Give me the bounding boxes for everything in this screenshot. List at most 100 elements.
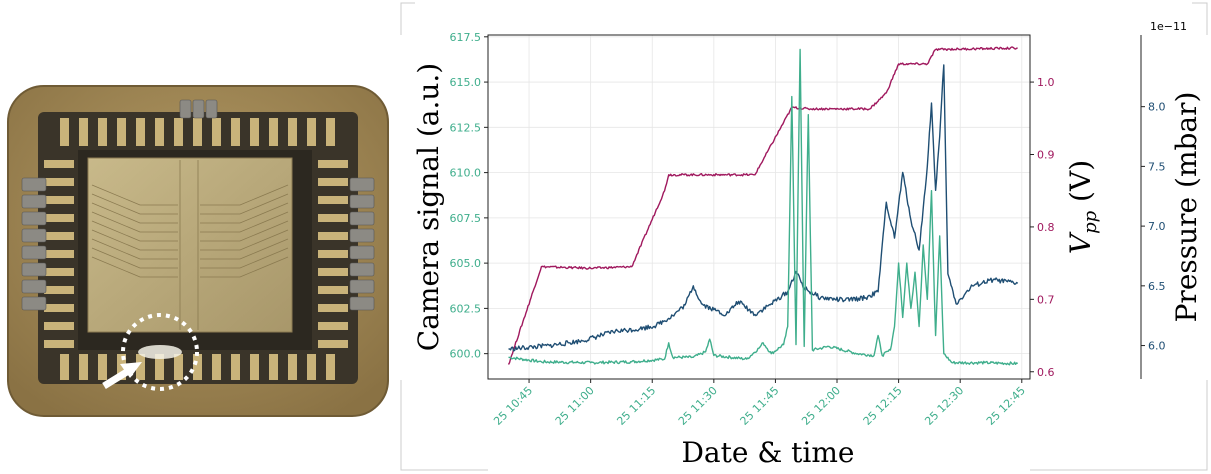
camera-tick-label: 610.0 <box>450 167 482 180</box>
vpp-tick-label: 1.0 <box>1037 76 1055 89</box>
time-tick-label: 25 10:45 <box>491 384 535 428</box>
electrode-trace <box>200 184 289 206</box>
vpp-tick-label: 0.6 <box>1037 366 1055 379</box>
vpp-tick-label: 0.9 <box>1037 148 1055 161</box>
bond-pad <box>44 286 74 294</box>
plot-area <box>487 34 1031 380</box>
bond-pad <box>44 178 74 186</box>
bond-pad <box>318 160 348 168</box>
camera-tick-label: 607.5 <box>450 212 482 225</box>
vpp-axis-ticks: 0.6 0.7 0.8 0.9 1.0 <box>1030 76 1055 379</box>
vpp-line <box>507 46 1018 365</box>
electrode-trace <box>91 229 178 251</box>
camera-tick-label: 617.5 <box>450 31 482 44</box>
bond-pad <box>307 354 316 380</box>
time-tick-label: 25 12:00 <box>799 384 843 428</box>
capacitor <box>349 296 375 311</box>
pressure-axis-label: Pressure (mbar) <box>1170 92 1203 323</box>
bond-pad <box>326 354 335 380</box>
bond-pad <box>212 354 221 380</box>
bond-pad <box>44 250 74 258</box>
capacitors-right <box>349 177 375 311</box>
capacitors-left <box>21 177 47 311</box>
time-tick-label: 25 12:45 <box>984 384 1028 428</box>
vpp-tick-label: 0.8 <box>1037 221 1055 234</box>
bond-pad <box>318 250 348 258</box>
electrode-trace <box>200 238 289 260</box>
camera-tick-label: 615.0 <box>450 76 482 89</box>
bond-pad <box>318 304 348 312</box>
time-tick-label: 25 11:15 <box>614 384 658 428</box>
pressure-tick-label: 7.5 <box>1148 160 1166 173</box>
pressure-tick-label: 6.5 <box>1148 280 1166 293</box>
bond-pad <box>318 196 348 204</box>
bond-pad <box>44 268 74 276</box>
pressure-offset-text: 1e−11 <box>1150 20 1187 33</box>
electrode-trace <box>200 220 289 242</box>
figure-frame <box>400 2 1208 471</box>
bond-pad <box>79 118 88 146</box>
electrode-trace <box>200 211 289 233</box>
electrode-trace <box>91 193 178 215</box>
electrode-trace <box>91 238 178 260</box>
electrode-trace <box>200 247 289 269</box>
bond-pad <box>60 118 69 146</box>
capacitor <box>205 99 218 119</box>
electrode-trace <box>200 202 289 224</box>
bond-pad <box>212 118 221 146</box>
bond-pad <box>269 354 278 380</box>
series-layer <box>507 46 1019 366</box>
capacitor <box>349 245 375 260</box>
bond-pad <box>155 118 164 146</box>
vpp-label-sub: pp <box>1080 210 1101 234</box>
bond-pads <box>44 118 348 380</box>
time-tick-label: 25 12:30 <box>922 384 966 428</box>
highlight-circle <box>121 313 199 391</box>
bond-pad <box>174 354 183 380</box>
electrode-trace <box>200 256 289 278</box>
bond-pad <box>79 354 88 380</box>
electrode-trace <box>91 211 178 233</box>
bond-pad <box>98 354 107 380</box>
chip-die <box>87 157 293 333</box>
bond-pad <box>250 354 259 380</box>
camera-signal-line <box>508 48 1019 366</box>
bond-pad <box>288 118 297 146</box>
time-axis-ticks: 25 10:45 25 11:00 25 11:15 25 11:30 25 11:45… <box>491 379 1028 428</box>
pressure-axis-ticks: 6.0 6.5 7.0 7.5 8.0 <box>1141 101 1166 353</box>
bond-pad <box>318 286 348 294</box>
capacitors-top <box>179 99 218 119</box>
bond-pad <box>60 354 69 380</box>
vpp-axis-label: Vpp (V) <box>1064 160 1101 254</box>
bond-pad <box>117 118 126 146</box>
electrode-trace <box>91 247 178 269</box>
bond-pad <box>326 118 335 146</box>
bond-pad <box>44 340 74 348</box>
camera-tick-label: 600.0 <box>450 348 482 361</box>
capacitor <box>349 194 375 209</box>
chip-photo <box>7 85 389 417</box>
capacitor <box>21 296 47 311</box>
capacitor <box>21 279 47 294</box>
x-axis-label: Date & time <box>681 436 854 469</box>
time-tick-label: 25 12:15 <box>861 384 905 428</box>
bond-pad <box>318 322 348 330</box>
bond-pad <box>193 118 202 146</box>
bond-pad <box>136 354 145 380</box>
bond-pad <box>318 232 348 240</box>
time-tick-label: 25 11:00 <box>553 384 597 428</box>
bond-pad <box>250 118 259 146</box>
camera-axis-label: Camera signal (a.u.) <box>412 63 445 351</box>
time-tick-label: 25 11:45 <box>738 384 782 428</box>
capacitor <box>21 245 47 260</box>
bond-pad <box>136 118 145 146</box>
capacitor <box>349 279 375 294</box>
electrode-trace <box>91 184 178 206</box>
bond-pad <box>318 178 348 186</box>
bond-pad <box>231 354 240 380</box>
capacitor <box>21 228 47 243</box>
electrode-trace <box>91 220 178 242</box>
electrode-trace <box>91 256 178 278</box>
camera-tick-label: 605.0 <box>450 257 482 270</box>
chart: 600.0 602.5 605.0 607.5 610.0 612.5 615.0 617.5… <box>400 2 1208 471</box>
